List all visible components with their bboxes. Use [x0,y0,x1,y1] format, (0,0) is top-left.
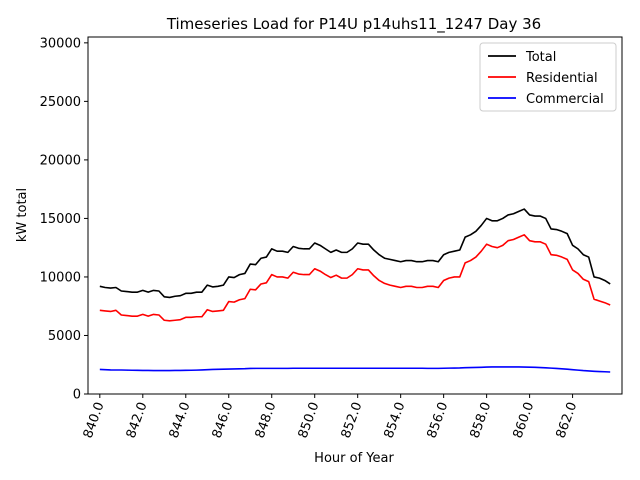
y-tick-label: 20000 [40,153,81,168]
legend-label-total: Total [525,50,556,65]
y-axis: 0 5000 10000 15000 20000 25000 30000 [40,36,88,403]
series-line-total [99,208,611,299]
x-axis-label: Hour of Year [314,451,394,466]
y-tick-label: 25000 [40,95,81,110]
y-axis-label: kW total [15,188,30,242]
series-line-commercial [99,366,611,373]
series-line-residential [99,234,611,322]
plot-frame [87,36,623,395]
y-tick-label: 30000 [40,36,81,51]
y-tick-label: 15000 [40,212,81,227]
chart-title: Timeseries Load for P14U p14uhs11_1247 D… [166,15,541,34]
legend-frame [479,42,617,112]
y-tick-label: 10000 [40,270,81,285]
legend-label-commercial: Commercial [526,92,604,107]
y-tick-label: 0 [73,388,81,403]
legend-label-residential: Residential [526,71,598,86]
y-tick-label: 5000 [48,329,81,344]
series-lines [99,208,611,373]
legend: Total Residential Commercial [479,42,617,112]
